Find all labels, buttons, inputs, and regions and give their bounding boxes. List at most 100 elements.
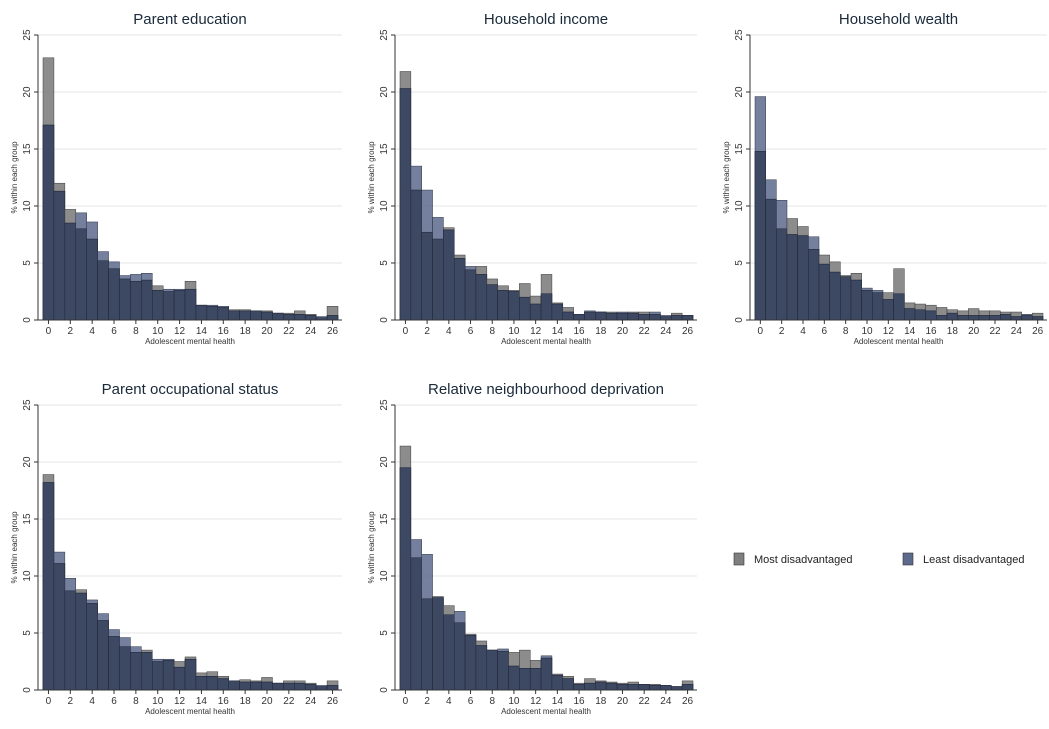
bar-overlap [786, 234, 798, 321]
x-tick-label: 10 [861, 326, 873, 337]
y-tick-label: 15 [22, 143, 33, 155]
bar-overlap [681, 315, 694, 321]
bar-overlap [173, 290, 186, 321]
x-tick-label: 14 [196, 696, 208, 707]
bar-overlap [861, 290, 873, 321]
panel-title: Household income [484, 11, 608, 28]
y-tick-label: 25 [22, 399, 33, 411]
bar-overlap [508, 291, 520, 321]
bar-overlap [206, 306, 219, 321]
bar-overlap [946, 312, 958, 321]
bar-overlap [86, 603, 98, 691]
x-tick-label: 8 [133, 326, 139, 337]
x-tick-label: 12 [530, 326, 542, 337]
x-tick-label: 18 [240, 326, 252, 337]
y-tick-label: 0 [22, 687, 33, 693]
x-tick-label: 20 [261, 326, 273, 337]
bar-overlap [454, 622, 466, 691]
x-tick-label: 22 [283, 696, 295, 707]
bar-overlap [754, 151, 766, 321]
x-tick-label: 8 [843, 326, 849, 337]
legend: Most disadvantaged Least disadvantaged [733, 552, 1025, 566]
x-axis-label: Adolescent mental health [501, 707, 591, 716]
legend-label: Most disadvantaged [754, 554, 852, 566]
x-tick-label: 6 [111, 326, 117, 337]
x-tick-label: 22 [283, 326, 295, 337]
x-tick-label: 4 [800, 326, 806, 337]
y-tick-label: 25 [379, 29, 390, 41]
bar-overlap [108, 268, 120, 321]
bar-overlap [464, 269, 477, 321]
bar-overlap [119, 646, 131, 691]
bar-overlap [1032, 316, 1044, 321]
x-tick-label: 16 [925, 326, 937, 337]
bar-overlap [540, 657, 553, 691]
x-tick-label: 20 [968, 326, 980, 337]
y-tick-label: 20 [22, 86, 33, 98]
y-tick-label: 5 [379, 630, 390, 636]
x-tick-label: 16 [218, 696, 230, 707]
x-tick-label: 12 [883, 326, 895, 337]
x-tick-label: 24 [660, 326, 672, 337]
bar-overlap [519, 296, 531, 321]
x-tick-label: 2 [779, 326, 785, 337]
bar-overlap [671, 315, 683, 321]
y-tick-label: 5 [22, 630, 33, 636]
bar-overlap [562, 311, 574, 321]
y-axis-label: % within each group [10, 511, 19, 584]
bar-overlap [443, 614, 455, 691]
bar-overlap [228, 680, 240, 691]
x-tick-label: 26 [1032, 326, 1044, 337]
y-tick-label: 15 [22, 513, 33, 525]
x-tick-label: 2 [68, 696, 74, 707]
x-tick-label: 10 [152, 326, 164, 337]
bar-overlap [519, 668, 531, 691]
bar-overlap [304, 315, 317, 321]
bar-overlap [989, 315, 1001, 321]
panel-title: Relative neighbourhood deprivation [428, 381, 664, 398]
bar-overlap [294, 682, 306, 691]
bar-overlap [978, 315, 990, 321]
bar-overlap [649, 685, 661, 691]
x-tick-label: 26 [327, 326, 339, 337]
y-axis-label: % within each group [367, 511, 376, 584]
bar-overlap [681, 684, 694, 691]
y-tick-label: 15 [734, 143, 745, 155]
bar-overlap [765, 198, 777, 321]
bar-overlap [162, 291, 175, 321]
bar-overlap [486, 649, 498, 691]
bar-overlap [616, 684, 629, 691]
bar-overlap [551, 303, 564, 321]
bar-overlap [649, 314, 661, 321]
x-tick-label: 4 [446, 696, 452, 707]
y-axis-label: % within each group [722, 141, 731, 214]
bar-overlap [1021, 315, 1033, 321]
x-axis-label: Adolescent mental health [145, 707, 235, 716]
bar-overlap [605, 682, 618, 691]
bar-overlap [797, 235, 809, 321]
bar-overlap [326, 685, 339, 691]
bar-overlap [850, 279, 862, 321]
legend-label: Least disadvantaged [923, 554, 1025, 566]
bar-overlap [529, 668, 542, 691]
bar-overlap [562, 678, 574, 691]
bar-overlap [584, 311, 596, 321]
y-tick-label: 10 [734, 200, 745, 212]
x-tick-label: 16 [573, 326, 585, 337]
y-tick-label: 0 [22, 317, 33, 323]
bar-overlap [195, 304, 208, 321]
x-tick-label: 10 [152, 696, 164, 707]
bar-overlap [508, 665, 520, 691]
bar-overlap [627, 312, 639, 321]
x-tick-label: 24 [305, 326, 317, 337]
legend-swatch [733, 552, 745, 566]
bar-overlap [968, 315, 980, 321]
bar-overlap [410, 189, 422, 321]
bar-overlap [529, 303, 542, 321]
bar-overlap [605, 312, 618, 321]
y-tick-label: 20 [734, 86, 745, 98]
x-tick-label: 0 [403, 696, 409, 707]
bar-overlap [671, 686, 683, 691]
